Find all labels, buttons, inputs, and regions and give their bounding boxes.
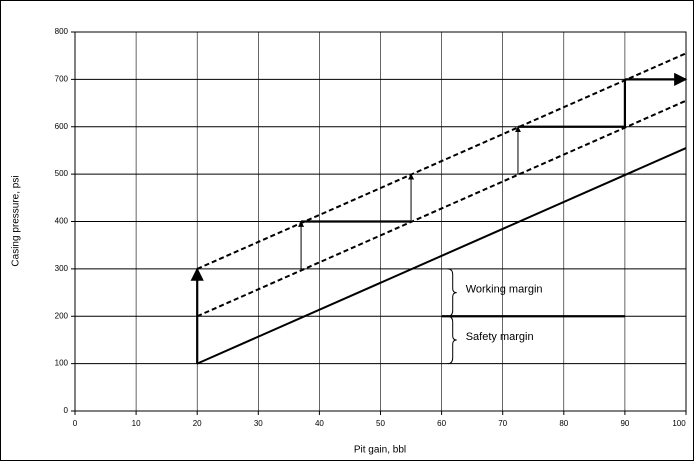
y-tick-label: 200 [55, 311, 69, 320]
x-tick-label: 30 [254, 419, 263, 428]
line [196, 52, 687, 270]
y-axis-title: Casing pressure, psi [11, 175, 22, 266]
line [196, 99, 687, 318]
annotation: Safety margin [466, 331, 534, 343]
x-tick-label: 0 [73, 419, 78, 428]
x-tick-label: 80 [559, 419, 568, 428]
x-tick-label: 10 [132, 419, 141, 428]
y-tick-label: 400 [55, 217, 69, 226]
y-tick-label: 100 [55, 359, 69, 368]
y-tick-label: 800 [55, 27, 69, 36]
x-tick-label: 90 [620, 419, 629, 428]
plot-border [74, 31, 687, 412]
y-tick-label: 700 [55, 74, 69, 83]
line [196, 147, 687, 365]
x-tick-label: 70 [498, 419, 507, 428]
x-axis-title: Pit gain, bbl [354, 445, 406, 456]
x-tick-label: 40 [315, 419, 324, 428]
y-tick-label: 600 [55, 122, 69, 131]
x-tick-label: 100 [672, 419, 686, 428]
annotation: Working margin [466, 283, 543, 295]
brace [447, 315, 457, 365]
brace [447, 268, 457, 317]
x-tick-label: 20 [193, 419, 202, 428]
y-tick-label: 0 [64, 406, 69, 415]
y-tick-label: 300 [55, 264, 69, 273]
x-tick-label: 60 [437, 419, 446, 428]
x-tick-label: 50 [376, 419, 385, 428]
y-tick-label: 500 [55, 169, 69, 178]
